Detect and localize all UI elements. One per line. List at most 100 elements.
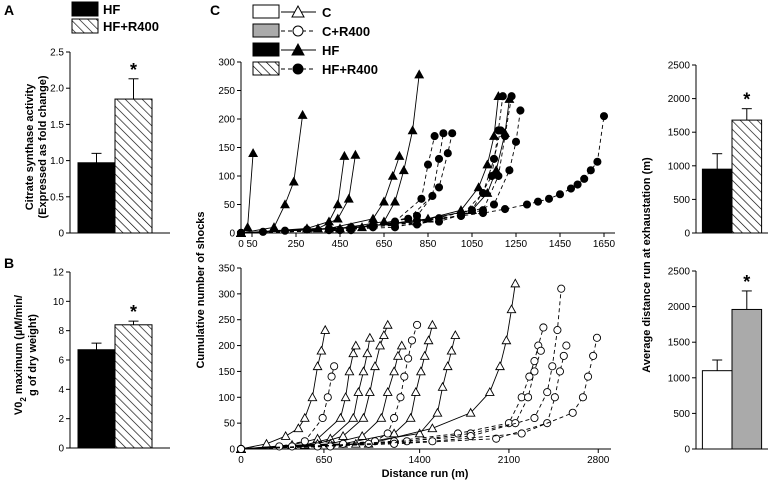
panel-c-bottom-series-4-point <box>357 430 368 440</box>
panel-c-bottom-series-6-point <box>450 330 461 340</box>
panel-c-bottom-series-0-point <box>299 412 310 422</box>
panel-a-ytick-label: 0.5 <box>50 192 64 203</box>
panel-c-bottom-series-8-point <box>330 362 339 371</box>
panel-c-top-series-15-point <box>390 218 400 227</box>
panel-c-bottom-series-4-point <box>392 350 403 360</box>
panel-c-bottom-xtick-label: 0 <box>238 455 244 466</box>
panel-c-top-series-14-point <box>489 200 499 209</box>
panel-d-top-bar-1 <box>731 119 763 234</box>
panel-a: A HF HF+R400 Citrate synthase activity (… <box>4 1 170 240</box>
legend-c-label-0: C <box>322 5 332 20</box>
panel-c-top-series-3-point <box>343 193 354 203</box>
panel-c-top-series-line-10 <box>240 133 453 234</box>
panel-c-bottom-series-13-point <box>555 367 565 376</box>
panel-c-bottom-series-7-point <box>495 361 505 371</box>
panel-c-top-series-15-point <box>573 180 582 189</box>
panel-c-top-series-line-15 <box>240 116 605 234</box>
panel-c-bottom-series-14-point <box>592 333 602 342</box>
panel-c-top-series-15-point <box>324 224 334 233</box>
panel-c-top-series-5-point <box>398 165 409 175</box>
panel-c-bottom-series-1-point <box>344 366 355 376</box>
panel-d-top-ytick-label: 500 <box>673 195 690 206</box>
panel-d-top-ytick-label: 2000 <box>668 94 691 105</box>
panel-b-ytick-label: 10 <box>53 297 65 308</box>
panel-a-plot: 0 0.5 1.0 1.5 2.0 2.5 * <box>50 48 170 240</box>
panel-c-top-series-15-point <box>368 220 378 230</box>
panel-c-bottom-series-6-point <box>446 345 457 355</box>
panel-c-bottom-series-14-point <box>578 393 587 402</box>
panel-c-bottom-ytick-label: 50 <box>224 419 236 430</box>
legend-label-hf: HF <box>103 2 120 17</box>
legend-swatch-hf <box>71 1 99 17</box>
panel-c-top-series-15-point <box>478 208 488 218</box>
panel-c-top-series-12-point <box>494 126 503 135</box>
panel-c-bottom-series-3-point <box>375 340 386 350</box>
panel-c-top-series-line-0 <box>240 153 254 234</box>
panel-c-top-series-15-point <box>434 214 444 223</box>
panel-c-bottom-series-5-point <box>405 412 416 422</box>
panel-c-top-series-13-point <box>494 171 503 181</box>
panel-c-top-series-5-point <box>407 125 418 135</box>
panel-d-bottom-ytick-label: 0 <box>684 445 690 456</box>
panel-c-bottom-series-6-point <box>442 361 453 371</box>
panel-d-top-ytick-label: 1500 <box>668 128 691 139</box>
panel-c-top-series-line-14 <box>240 110 521 234</box>
panel-c-bottom-series-13-point <box>562 341 571 350</box>
panel-b-ytick-label: 12 <box>53 268 65 279</box>
panel-c-top-series-15-point <box>599 112 609 121</box>
panel-c-bottom-series-12-point <box>466 432 475 441</box>
panel-c-top-ytick-label: 100 <box>218 172 235 183</box>
panel-a-bar-0 <box>77 162 116 234</box>
panel-c-bottom-plot: 0 50 100 150 200 250 300 350 0 650 1400 2100 2800 <box>218 264 611 466</box>
panel-d-top-ytick-label: 1000 <box>668 161 691 172</box>
panel-b-significance: * <box>130 302 137 322</box>
panel-a-ytick-label: 2.0 <box>50 84 64 95</box>
panel-c-bottom-series-2-point <box>362 348 373 358</box>
legend-c-marker-2 <box>291 42 305 56</box>
panel-c-top-series-8-point <box>423 160 433 169</box>
panel-c-bottom-series-7-point <box>484 386 495 396</box>
panel-c-bottom-series-0-point <box>320 324 331 334</box>
panel-c-bottom-series-4-point <box>396 340 407 350</box>
panel-c-bottom-series-line-5 <box>240 324 433 450</box>
panel-d-ylabel: Average distance run at exhaustation (m) <box>641 157 653 373</box>
panel-c-top-series-15-point <box>593 157 602 166</box>
panel-c-bottom-series-line-12 <box>240 288 562 450</box>
panel-d-bottom-plot: 0 500 1000 1500 2000 2500 * <box>668 267 768 456</box>
panel-d-bottom-ytick-label: 500 <box>673 409 690 420</box>
panel-c-top-series-14-point <box>511 137 521 146</box>
panel-c-top-series-14-point <box>516 106 525 115</box>
panel-c-bottom-series-0-point <box>293 423 304 433</box>
panel-c-bottom-series-3-point <box>370 361 380 371</box>
panel-c-bottom-series-1-point <box>348 348 359 358</box>
panel-d-bottom-significance: * <box>743 272 750 292</box>
panel-c-bottom-series-5-point <box>427 319 438 329</box>
panel-c-bottom-series-13-point <box>559 351 568 360</box>
panel-c-top-series-6-point <box>489 130 499 140</box>
panel-c-bottom-series-3-point <box>382 319 393 329</box>
panel-d-top-significance: * <box>743 90 750 110</box>
panel-c-bottom-series-1-point <box>350 340 361 350</box>
panel-c-top-series-11-point <box>478 189 488 198</box>
panel-c-top-series-1-point <box>269 222 279 232</box>
panel-c-bottom-series-4-point <box>389 366 400 376</box>
panel-c-bottom-series-3-point <box>358 412 369 422</box>
panel-c-bottom-series-11-point <box>530 367 539 376</box>
panel-c-top-ytick-label: 250 <box>218 86 235 97</box>
panel-c-bottom-series-10-point <box>525 372 534 381</box>
panel-c-top-series-line-9 <box>240 133 444 234</box>
panel-c-bottom-series-7-point <box>506 304 517 314</box>
panel-c-bottom-ytick-label: 250 <box>218 315 235 326</box>
panel-c-bottom-series-14-point <box>568 408 577 417</box>
panel-c-bottom-ytick-label: 350 <box>218 264 235 275</box>
panel-c-bottom-series-7-point <box>427 423 438 433</box>
panel-c-top-xtick-label: 1650 <box>593 239 616 250</box>
panel-c-top-xtick-label: 0 <box>238 239 244 250</box>
panel-c-bottom-series-line-9 <box>240 324 418 450</box>
panel-d-bottom-bar-0 <box>701 370 733 450</box>
panel-b-ytick-label: 2 <box>58 414 64 425</box>
panel-c-bottom-series-12-point <box>557 284 566 293</box>
panel-c-top-series-13-point <box>500 132 510 141</box>
panel-c-bottom-series-5-point <box>419 350 430 360</box>
